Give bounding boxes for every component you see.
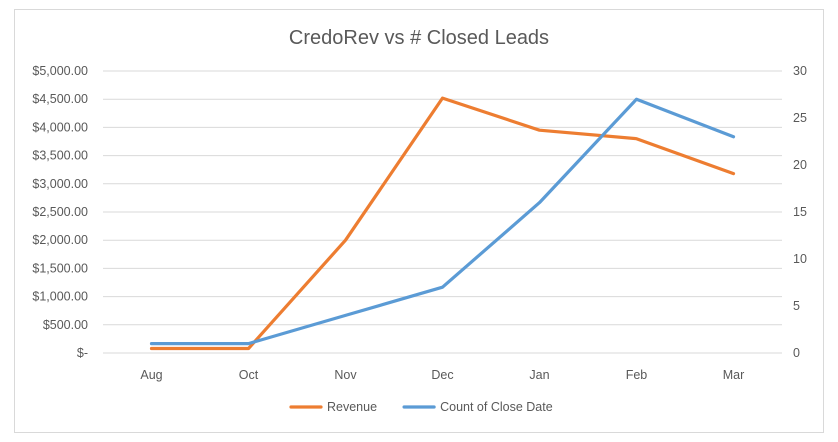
right-tick-label: 10 [793, 252, 807, 266]
legend: Revenue Count of Close Date [289, 400, 553, 414]
left-tick-label: $3,500.00 [32, 149, 88, 163]
x-axis-ticks: Aug Oct Nov Dec Jan Feb Mar [140, 368, 744, 382]
chart-frame [14, 9, 824, 433]
right-axis-ticks: 0 5 10 15 20 25 30 [793, 64, 807, 360]
chart-title: CredoRev vs # Closed Leads [289, 27, 549, 49]
x-tick-label: Aug [140, 368, 162, 382]
left-tick-label: $2,500.00 [32, 205, 88, 219]
left-tick-label: $- [77, 346, 88, 360]
series-line-revenue [149, 96, 736, 351]
left-tick-label: $4,000.00 [32, 120, 88, 134]
series-lines [149, 96, 736, 351]
left-tick-label: $4,500.00 [32, 92, 88, 106]
left-tick-label: $500.00 [43, 318, 88, 332]
left-tick-label: $2,000.00 [32, 233, 88, 247]
right-tick-label: 0 [793, 346, 800, 360]
left-tick-label: $3,000.00 [32, 177, 88, 191]
left-tick-label: $1,500.00 [32, 261, 88, 275]
x-tick-label: Mar [723, 368, 745, 382]
right-tick-label: 20 [793, 158, 807, 172]
left-tick-label: $5,000.00 [32, 64, 88, 78]
left-tick-label: $1,000.00 [32, 290, 88, 304]
right-tick-label: 15 [793, 205, 807, 219]
left-axis-ticks: $- $500.00 $1,000.00 $1,500.00 $2,000.00 $2,5… [32, 64, 88, 360]
x-tick-label: Oct [239, 368, 259, 382]
x-tick-label: Jan [529, 368, 549, 382]
x-tick-label: Dec [431, 368, 453, 382]
x-tick-label: Nov [334, 368, 357, 382]
legend-label: Count of Close Date [440, 400, 553, 414]
right-tick-label: 5 [793, 299, 800, 313]
legend-label: Revenue [327, 400, 377, 414]
series-line-count-of-close-date [149, 97, 736, 346]
right-tick-label: 30 [793, 64, 807, 78]
x-tick-label: Feb [626, 368, 648, 382]
gridlines [103, 70, 782, 354]
right-tick-label: 25 [793, 111, 807, 125]
